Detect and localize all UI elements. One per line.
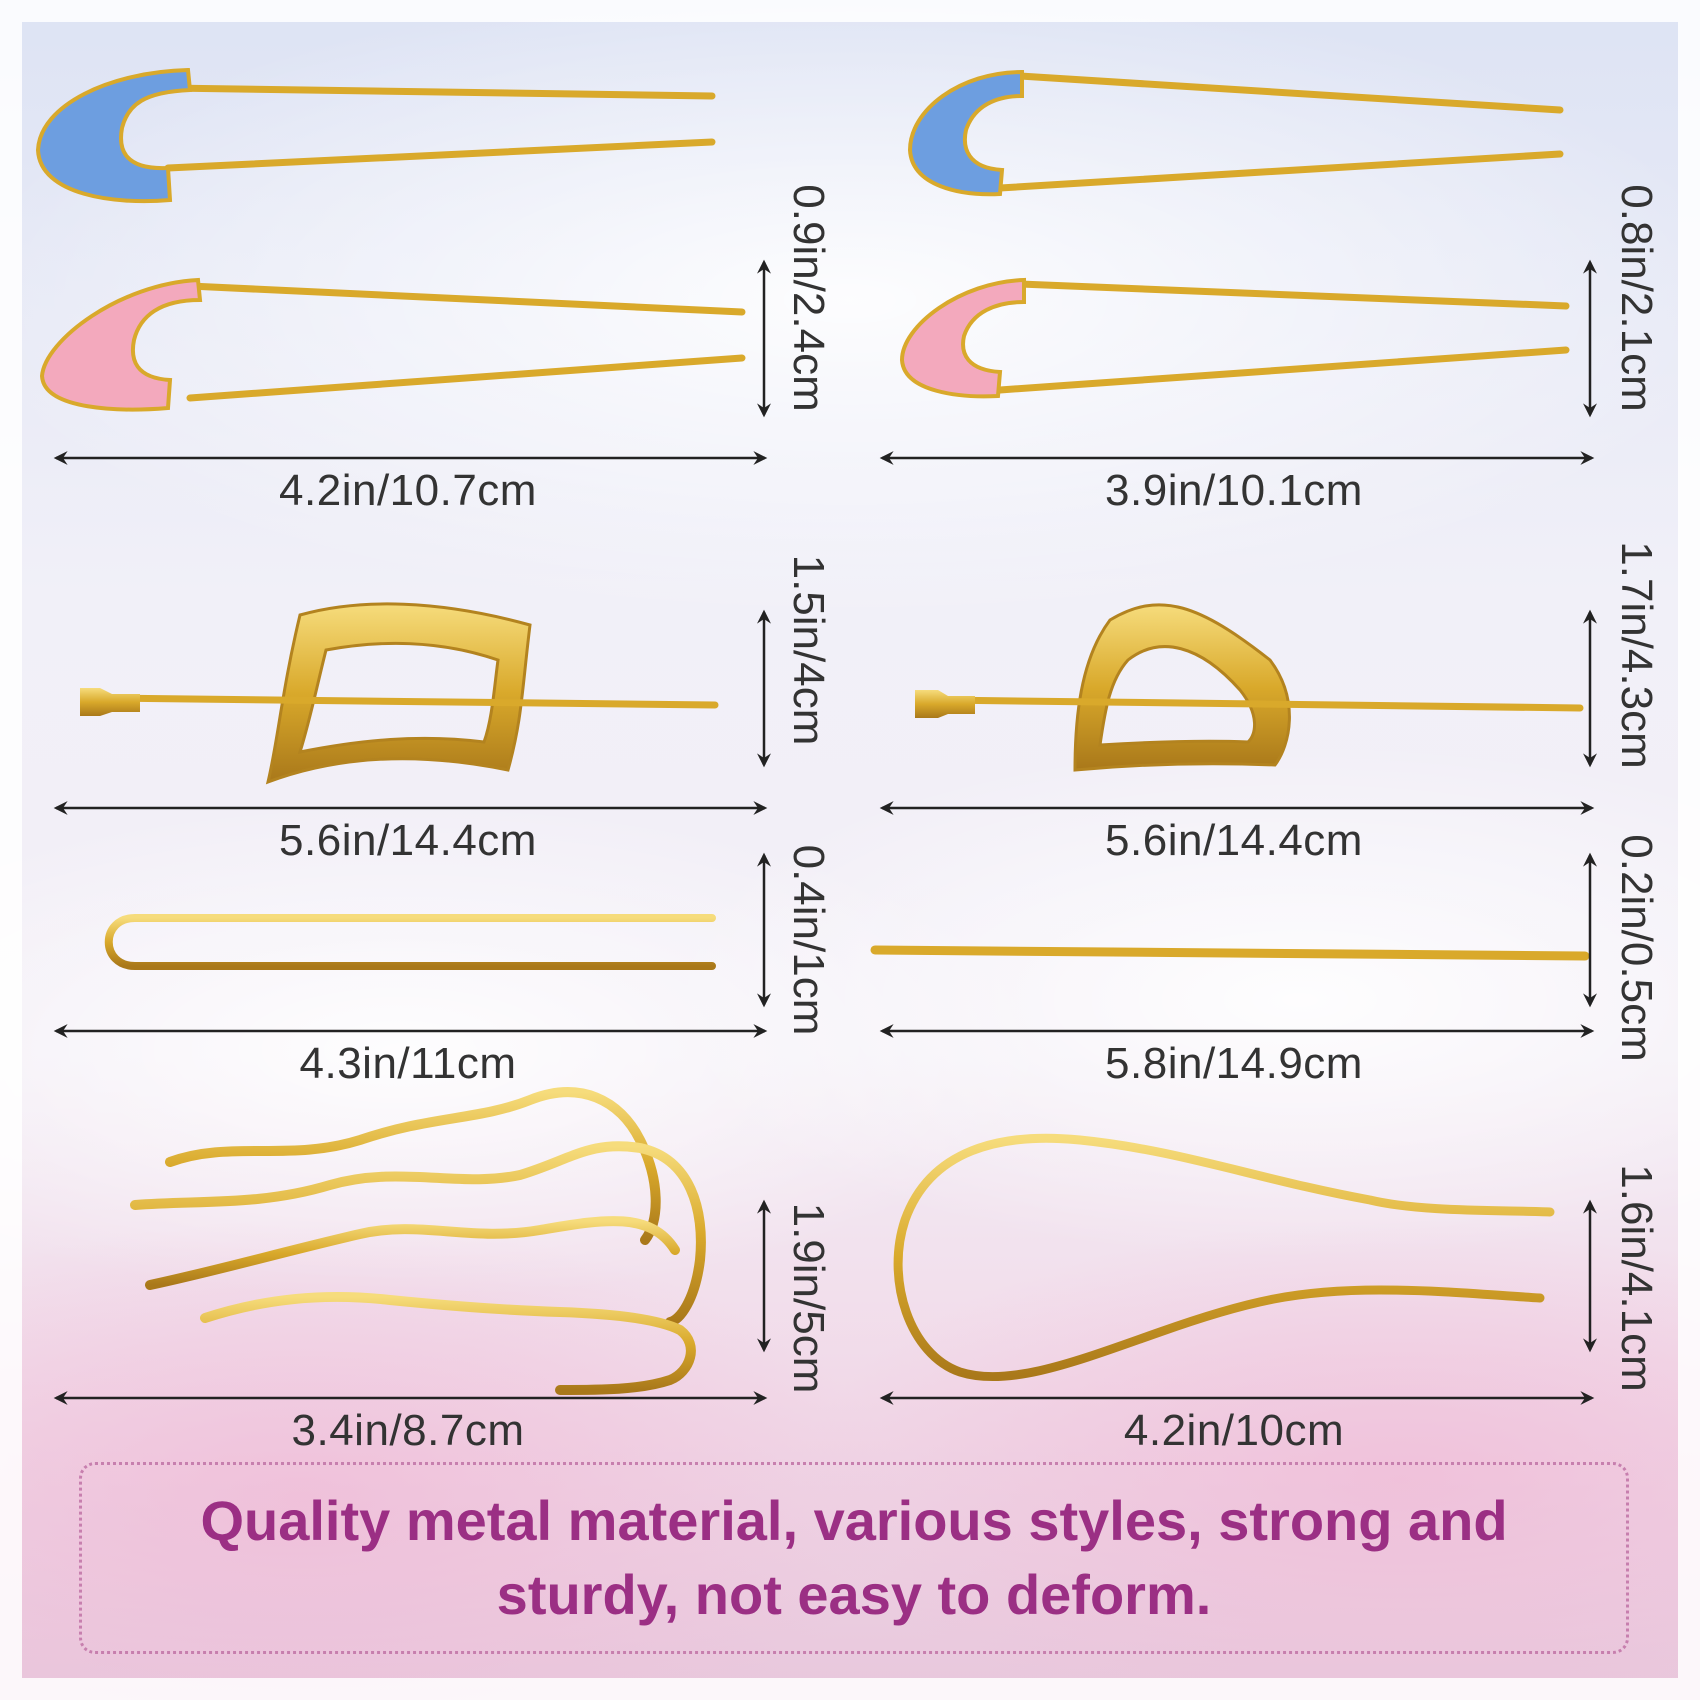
height-label-2: 0.8in/2.1cm (1612, 184, 1661, 412)
large-loop-pin-right (893, 1133, 1555, 1382)
enamel-u-pin-blue-left (35, 67, 716, 204)
height-label-6: 0.2in/0.5cm (1612, 834, 1661, 1062)
height-label-4: 1.7in/4.3cm (1612, 541, 1661, 769)
caption-box: Quality metal material, various styles, … (79, 1462, 1629, 1654)
width-label-6: 5.8in/14.9cm (1105, 1039, 1363, 1088)
height-label-5: 0.4in/1cm (784, 844, 833, 1036)
width-label-2: 3.9in/10.1cm (1105, 466, 1363, 515)
width-label-7: 3.4in/8.7cm (291, 1406, 525, 1455)
width-label-4: 5.6in/14.4cm (1105, 816, 1363, 865)
height-label-8: 1.6in/4.1cm (1612, 1164, 1661, 1392)
enamel-u-pin-pink-right (899, 277, 1570, 399)
straight-stick-right (870, 945, 1590, 961)
enamel-u-pin-pink-left (39, 277, 746, 412)
height-label-1: 0.9in/2.4cm (784, 184, 833, 412)
enamel-u-pin-blue-right (907, 69, 1564, 197)
width-label-1: 4.2in/10.7cm (279, 466, 537, 515)
width-label-8: 4.2in/10cm (1123, 1406, 1345, 1455)
oval-slide-stick-right (915, 603, 1584, 772)
width-label-5: 4.3in/11cm (299, 1039, 517, 1088)
height-label-3: 1.5in/4cm (784, 554, 833, 746)
height-label-7: 1.9in/5cm (784, 1202, 833, 1394)
wavy-prong-pin-left (130, 1087, 706, 1395)
width-label-3: 5.6in/14.4cm (279, 816, 537, 865)
square-slide-stick-left (80, 602, 719, 785)
caption-text: Quality metal material, various styles, … (200, 1489, 1508, 1626)
thin-u-pin-left (104, 914, 716, 970)
